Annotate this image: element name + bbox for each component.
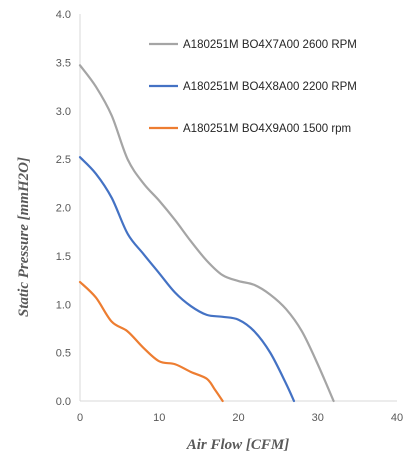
- y-tick-label: 2.0: [56, 203, 71, 215]
- x-tick-label: 10: [153, 412, 165, 424]
- x-tick-label: 40: [391, 412, 403, 424]
- y-tick-label: 3.5: [56, 57, 71, 69]
- x-tick-label: 30: [312, 412, 324, 424]
- y-tick-label: 0.5: [56, 348, 71, 360]
- x-axis-title: Air Flow [CFM]: [186, 437, 290, 453]
- x-tick-label: 0: [77, 412, 83, 424]
- plot-area: [79, 14, 397, 402]
- series-lines: [78, 64, 335, 403]
- series-line-2: [78, 156, 296, 403]
- y-axis-title: Static Pressure [mmH2O]: [16, 157, 32, 317]
- y-tick-label: 1.5: [56, 251, 71, 263]
- x-tick-label: 20: [232, 412, 244, 424]
- legend-label-1: A180251M BO4X7A00 2600 RPM: [183, 39, 357, 51]
- y-tick-label: 3.0: [56, 106, 71, 118]
- legend-label-2: A180251M BO4X8A00 2200 RPM: [183, 81, 357, 93]
- series-line-1: [78, 64, 335, 403]
- y-tick-label: 1.0: [56, 299, 71, 311]
- y-tick-label: 0.0: [56, 396, 71, 408]
- y-tick-label: 4.0: [56, 9, 71, 21]
- legend: A180251M BO4X7A00 2600 RPM A180251M BO4X8…: [149, 39, 357, 135]
- tick-labels: 0.0 0.5 1.0 1.5 2.0 2.5 3.0 3.5 4.0 0 10 20 30 40: [56, 9, 403, 424]
- legend-label-3: A180251M BO4X9A00 1500 rpm: [183, 123, 351, 135]
- y-tick-label: 2.5: [56, 154, 71, 166]
- series-line-3: [78, 280, 224, 403]
